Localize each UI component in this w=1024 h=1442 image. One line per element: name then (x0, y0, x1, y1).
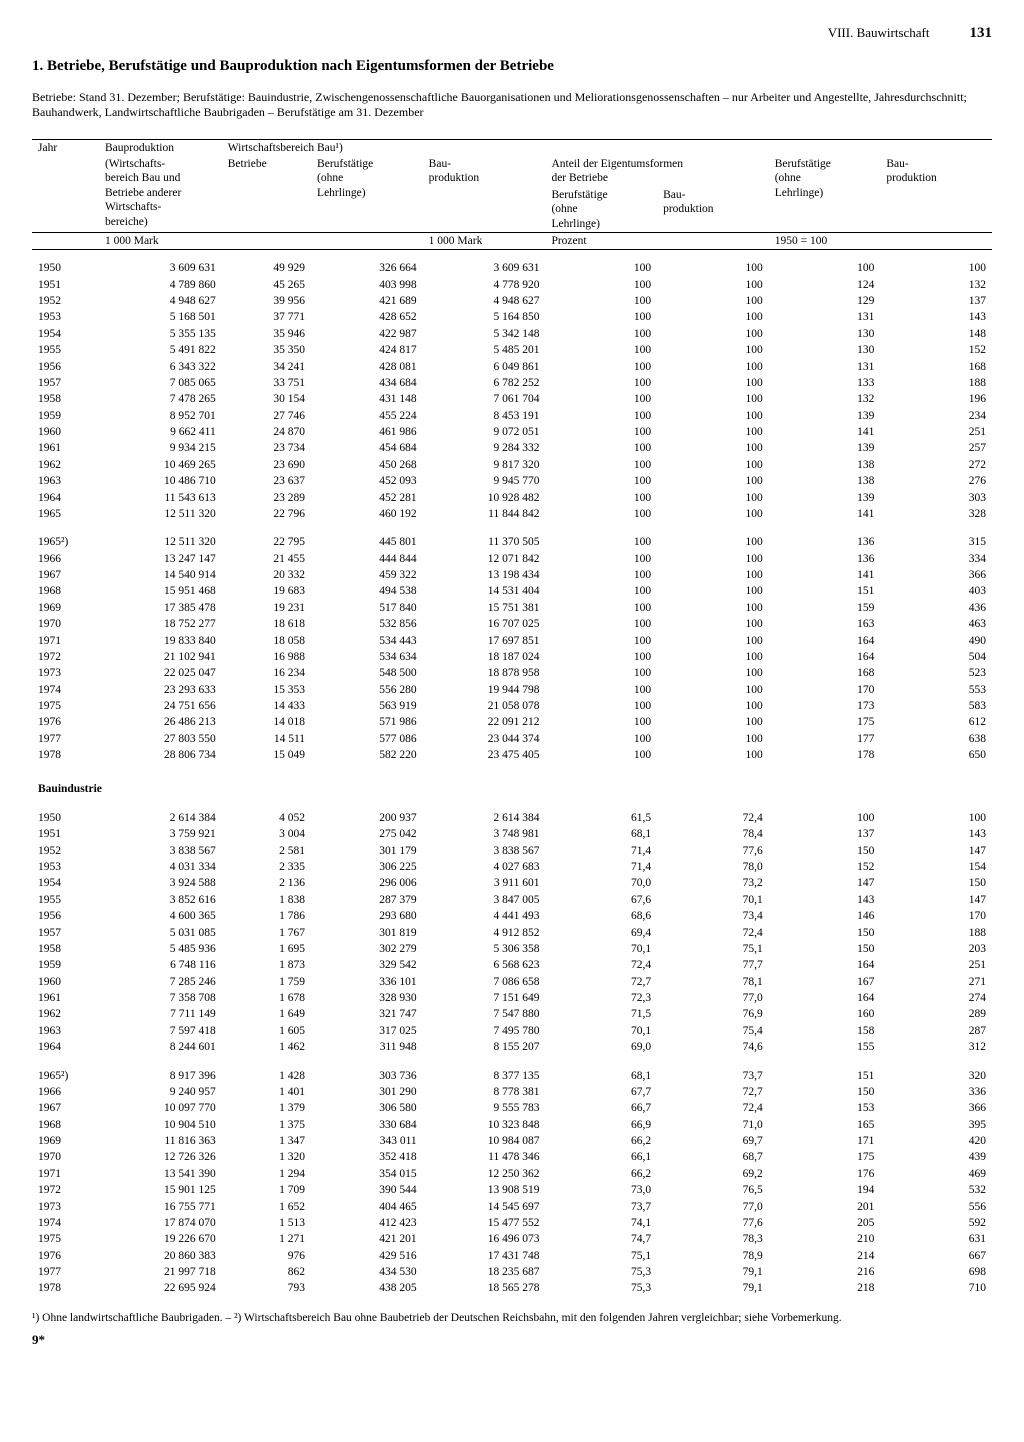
table-row: 19545 355 13535 946422 9875 342 14810010… (32, 326, 992, 342)
table-row: 1965²)8 917 3961 428303 7368 377 13568,1… (32, 1068, 992, 1084)
table-row: 196512 511 32022 796460 19211 844 842100… (32, 506, 992, 522)
table-row: 19637 597 4181 605317 0257 495 78070,175… (32, 1023, 992, 1039)
table-row: 19566 343 32234 241428 0816 049 86110010… (32, 359, 992, 375)
page-signature: 9* (32, 1332, 992, 1348)
footnotes: ¹) Ohne landwirtschaftliche Baubrigaden.… (32, 1311, 992, 1327)
table-row: 19523 838 5672 581301 1793 838 56771,477… (32, 843, 992, 859)
unit-1000mark-1: 1 000 Mark (99, 232, 222, 249)
table-row: 19585 485 9361 695302 2795 306 35870,175… (32, 941, 992, 957)
table-row: 196714 540 91420 332459 32213 198 434100… (32, 567, 992, 583)
table-row: 19577 085 06533 751434 6846 782 25210010… (32, 375, 992, 391)
table-row: 197316 755 7711 652404 46514 545 69773,7… (32, 1199, 992, 1215)
preamble-text: Betriebe: Stand 31. Dezember; Berufstäti… (32, 90, 992, 121)
col-betriebe: Betriebe (222, 156, 311, 232)
table-row: 197626 486 21314 018571 98622 091 212100… (32, 714, 992, 730)
table-row: 197519 226 6701 271421 20116 496 07374,7… (32, 1231, 992, 1247)
col-anteil: Anteil der Eigentumsformen der Betriebe (545, 156, 768, 187)
table-row: 197221 102 94116 988534 63418 187 024100… (32, 649, 992, 665)
page-header: VIII. Bauwirtschaft 131 (32, 24, 992, 43)
col-year: Jahr (32, 139, 99, 232)
table-row: 196710 097 7701 379306 5809 555 78366,77… (32, 1100, 992, 1116)
table-row: 19553 852 6161 838287 3793 847 00567,670… (32, 892, 992, 908)
table-row: 197828 806 73415 049582 22023 475 405100… (32, 747, 992, 763)
page-title: 1. Betriebe, Berufstätige und Bauprodukt… (32, 57, 992, 76)
table-row: 19534 031 3342 335306 2254 027 68371,478… (32, 859, 992, 875)
table-row: 19648 244 6011 462311 9488 155 20769,074… (32, 1039, 992, 1055)
table-row: 196815 951 46819 683494 53814 531 404100… (32, 583, 992, 599)
unit-1950-100: 1950 = 100 (769, 232, 992, 249)
table-row: 19669 240 9571 401301 2908 778 38167,772… (32, 1084, 992, 1100)
table-row: 1965²)12 511 32022 795445 80111 370 5051… (32, 534, 992, 550)
table-row: 19535 168 50137 771428 6525 164 85010010… (32, 309, 992, 325)
table-row: 196810 904 5101 375330 68410 323 84866,9… (32, 1117, 992, 1133)
table-row: 19555 491 82235 350424 8175 485 20110010… (32, 342, 992, 358)
table-row: 19575 031 0851 767301 8194 912 85269,472… (32, 925, 992, 941)
table-row: 196411 543 61323 289452 28110 928 482100… (32, 490, 992, 506)
table-row: 19524 948 62739 956421 6894 948 62710010… (32, 293, 992, 309)
col-bauproduktion-idx: Bau- produktion (880, 156, 992, 232)
table-row: 197721 997 718862434 53018 235 68775,379… (32, 1264, 992, 1280)
col-bauproduktion-b: (Wirtschafts- bereich Bau und Betriebe a… (99, 156, 222, 232)
col-bauproduktion-a: Bauproduktion (99, 139, 222, 156)
table-row: 197423 293 63315 353556 28019 944 798100… (32, 682, 992, 698)
table-row: 197119 833 84018 058534 44317 697 851100… (32, 633, 992, 649)
table-row: 19607 285 2461 759336 1017 086 65872,778… (32, 974, 992, 990)
table-row: 196917 385 47819 231517 84015 751 381100… (32, 600, 992, 616)
table-row: 19619 934 21523 734454 6849 284 33210010… (32, 440, 992, 456)
table-row: 19609 662 41124 870461 9869 072 05110010… (32, 424, 992, 440)
table-row: 196613 247 14721 455444 84412 071 842100… (32, 551, 992, 567)
page-number: 131 (970, 24, 993, 43)
table-row: 19502 614 3844 052200 9372 614 38461,572… (32, 810, 992, 826)
table-row: 197620 860 383976429 51617 431 74875,178… (32, 1248, 992, 1264)
col-bauproduktion2: Bau- produktion (423, 156, 546, 232)
table-row: 196310 486 71023 637452 0939 945 7701001… (32, 473, 992, 489)
table-block-3: 19502 614 3844 052200 9372 614 38461,572… (32, 810, 992, 1056)
table-row: 197322 025 04716 234548 50018 878 958100… (32, 665, 992, 681)
table-row: 19587 478 26530 154431 1487 061 70410010… (32, 391, 992, 407)
table-row: 197524 751 65614 433563 91921 058 078100… (32, 698, 992, 714)
section-bauindustrie: Bauindustrie (32, 764, 992, 810)
table-row: 19514 789 86045 265403 9984 778 92010010… (32, 277, 992, 293)
data-table: Jahr Bauproduktion Wirtschaftsbereich Ba… (32, 139, 992, 1297)
table-row: 197012 726 3261 320352 41811 478 34666,1… (32, 1149, 992, 1165)
table-row: 19513 759 9213 004275 0423 748 98168,178… (32, 826, 992, 842)
table-row: 196911 816 3631 347343 01110 984 08766,2… (32, 1133, 992, 1149)
table-row: 19617 358 7081 678328 9307 151 64972,377… (32, 990, 992, 1006)
col-group-wirtschaftsbereich: Wirtschaftsbereich Bau¹) (222, 139, 992, 156)
col-anteil-berufstaetige: Berufstätige (ohne Lehrlinge) (545, 187, 657, 233)
table-row: 19503 609 63149 929326 6643 609 63110010… (32, 260, 992, 276)
table-row: 19627 711 1491 649321 7477 547 88071,576… (32, 1006, 992, 1022)
col-anteil-bauproduktion: Bau- produktion (657, 187, 769, 233)
table-row: 19596 748 1161 873329 5426 568 62372,477… (32, 957, 992, 973)
table-row: 197113 541 3901 294354 01512 250 36266,2… (32, 1166, 992, 1182)
table-row: 19543 924 5882 136296 0063 911 60170,073… (32, 875, 992, 891)
table-row: 197215 901 1251 709390 54413 908 51973,0… (32, 1182, 992, 1198)
table-row: 197018 752 27718 618532 85616 707 025100… (32, 616, 992, 632)
col-berufstaetige: Berufstätige (ohne Lehrlinge) (311, 156, 423, 232)
table-row: 197417 874 0701 513412 42315 477 55274,1… (32, 1215, 992, 1231)
section-label: VIII. Bauwirtschaft (828, 25, 930, 41)
table-block-2: 1965²)12 511 32022 795445 80111 370 5051… (32, 534, 992, 763)
table-block-4: 1965²)8 917 3961 428303 7368 377 13568,1… (32, 1068, 992, 1297)
unit-1000mark-2: 1 000 Mark (423, 232, 546, 249)
table-row: 197822 695 924793438 20518 565 27875,379… (32, 1280, 992, 1296)
col-berufstaetige-idx: Berufstätige (ohne Lehrlinge) (769, 156, 881, 232)
table-row: 19564 600 3651 786293 6804 441 49368,673… (32, 908, 992, 924)
table-row: 196210 469 26523 690450 2689 817 3201001… (32, 457, 992, 473)
table-row: 197727 803 55014 511577 08623 044 374100… (32, 731, 992, 747)
table-block-1: 19503 609 63149 929326 6643 609 63110010… (32, 260, 992, 522)
table-row: 19598 952 70127 746455 2248 453 19110010… (32, 408, 992, 424)
unit-prozent: Prozent (545, 232, 768, 249)
